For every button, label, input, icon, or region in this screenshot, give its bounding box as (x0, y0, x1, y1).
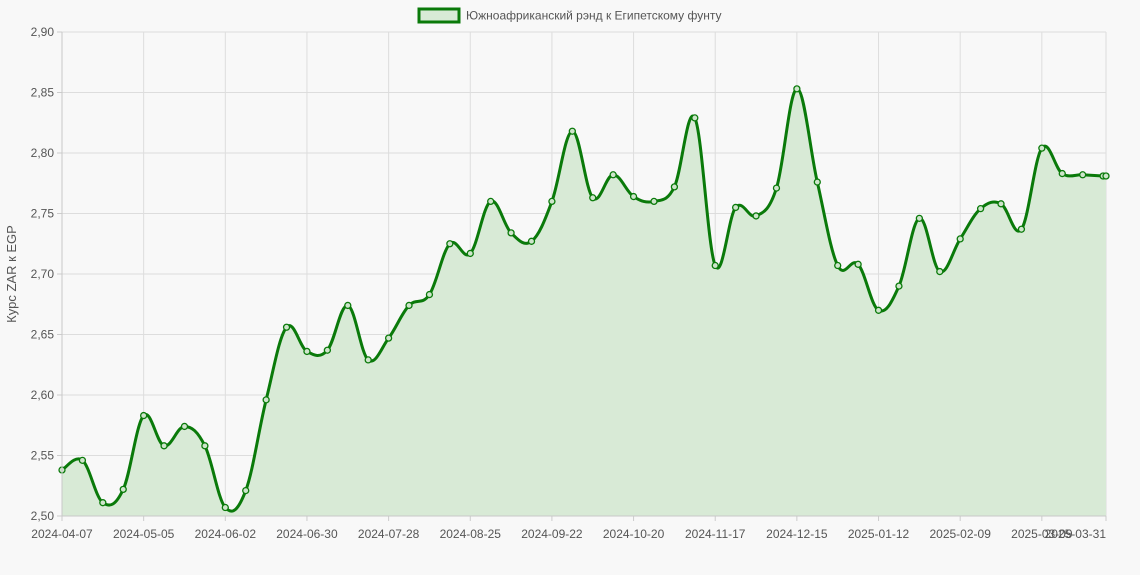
data-point[interactable] (487, 197, 495, 206)
data-point[interactable] (527, 237, 536, 245)
x-tick-label: 2025-02-09 (929, 527, 991, 541)
data-point[interactable] (731, 203, 740, 212)
data-point[interactable] (568, 127, 576, 135)
data-point[interactable] (874, 306, 883, 314)
data-point[interactable] (609, 171, 617, 179)
data-point[interactable] (895, 282, 903, 290)
data-point[interactable] (242, 486, 250, 495)
data-point[interactable] (201, 442, 209, 450)
data-point[interactable] (936, 267, 944, 276)
x-tick-label: 2024-08-25 (440, 527, 502, 541)
legend-swatch[interactable] (417, 7, 461, 24)
data-point[interactable] (691, 114, 699, 122)
y-tick-label: 2,75 (31, 207, 55, 221)
y-tick-label: 2,90 (31, 25, 55, 39)
x-tick-label: 2024-10-20 (603, 527, 665, 541)
y-axis-label: Курс ZAR к EGP (4, 225, 19, 323)
data-point[interactable] (364, 356, 372, 364)
data-point[interactable] (119, 485, 127, 494)
area-layer (62, 88, 1106, 516)
data-point[interactable] (384, 334, 393, 342)
x-tick-label: 2024-07-28 (358, 527, 420, 541)
data-point[interactable] (793, 85, 801, 93)
data-point[interactable] (303, 347, 311, 356)
y-tick-label: 2,85 (31, 86, 55, 100)
y-tick-label: 2,50 (31, 509, 55, 523)
data-point[interactable] (323, 346, 332, 354)
y-tick-label: 2,70 (31, 267, 55, 281)
data-point[interactable] (405, 301, 413, 310)
data-point[interactable] (140, 411, 148, 420)
data-point[interactable] (1038, 144, 1046, 152)
data-point[interactable] (507, 229, 515, 237)
data-point[interactable] (670, 183, 679, 191)
series-area-fill (62, 88, 1106, 516)
x-tick-label: 2025-03-09 (1011, 527, 1073, 541)
x-tick-label: 2024-05-05 (113, 527, 175, 541)
data-point[interactable] (180, 422, 189, 431)
data-point[interactable] (466, 249, 474, 258)
x-tick-label: 2025-03-31 (1045, 527, 1107, 541)
data-point[interactable] (997, 200, 1005, 208)
data-point[interactable] (1017, 225, 1026, 233)
x-tick-label: 2024-09-22 (521, 527, 583, 541)
x-tick-label: 2024-11-17 (685, 527, 746, 541)
data-point[interactable] (629, 192, 638, 201)
data-point[interactable] (650, 197, 658, 206)
data-point[interactable] (711, 261, 719, 270)
data-point[interactable] (425, 290, 434, 299)
data-point[interactable] (282, 323, 291, 331)
data-point[interactable] (1058, 169, 1066, 178)
legend[interactable]: Южноафриканский рэнд к Египетскому фунту (417, 7, 722, 24)
data-point[interactable] (834, 261, 842, 270)
data-point[interactable] (956, 235, 964, 243)
data-point[interactable] (446, 240, 454, 248)
data-point[interactable] (548, 197, 556, 206)
data-point[interactable] (78, 456, 87, 464)
data-point[interactable] (752, 212, 760, 220)
data-point[interactable] (854, 260, 862, 268)
data-point[interactable] (262, 396, 270, 404)
data-point[interactable] (221, 503, 229, 512)
y-tick-label: 2,80 (31, 146, 55, 160)
data-point[interactable] (99, 499, 107, 507)
data-point[interactable] (1102, 172, 1110, 180)
data-point[interactable] (813, 178, 821, 186)
data-point[interactable] (772, 184, 781, 192)
x-tick-label: 2024-12-15 (766, 527, 828, 541)
axes: 2,90 2,85 2,80 2,75 2,70 2,65 2,60 2,55 2,50 2024… (31, 25, 1107, 541)
x-tick-label: 2025-01-12 (848, 527, 910, 541)
data-point[interactable] (976, 205, 985, 213)
data-point[interactable] (344, 301, 352, 310)
x-tick-label: 2024-06-30 (276, 527, 338, 541)
legend-label[interactable]: Южноафриканский рэнд к Египетскому фунту (466, 9, 722, 23)
y-tick-label: 2,55 (31, 449, 55, 463)
data-point[interactable] (589, 194, 597, 202)
x-tick-label: 2024-06-02 (195, 527, 257, 541)
data-point[interactable] (160, 442, 168, 450)
y-tick-label: 2,65 (31, 328, 55, 342)
point-layer (58, 85, 1110, 512)
data-point[interactable] (1079, 171, 1087, 179)
data-point[interactable] (915, 214, 924, 222)
x-tick-label: 2024-04-07 (31, 527, 93, 541)
y-tick-label: 2,60 (31, 388, 55, 402)
